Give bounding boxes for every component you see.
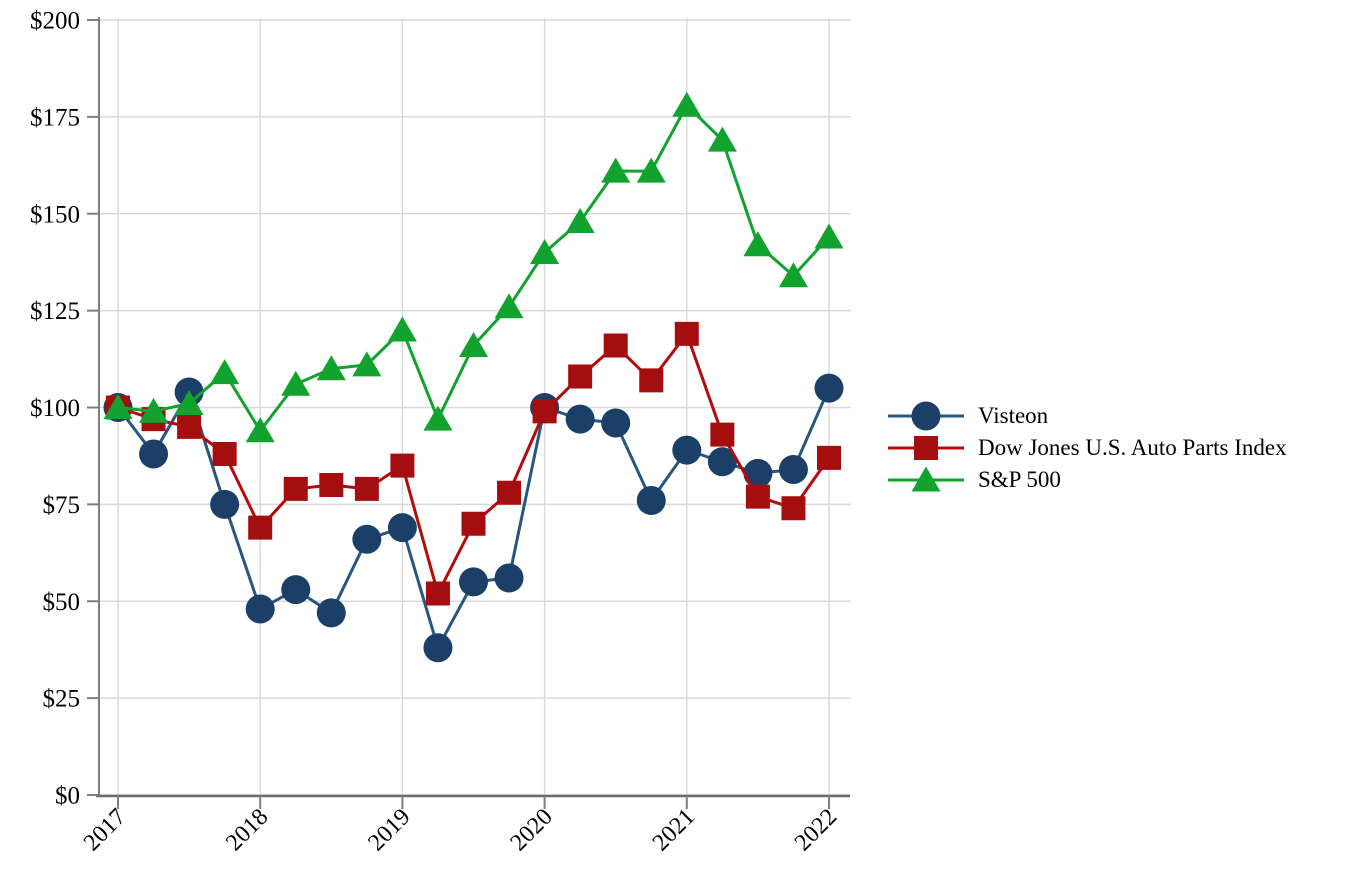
visteon-legend-marker-glyph [911,401,941,431]
visteon-data-point-marker [743,458,773,488]
visteon-data-point-marker [601,408,631,438]
visteon-data-point-marker [672,435,702,465]
visteon-data-point-marker [139,439,169,469]
dow-jones-u-s-auto-parts-index-data-point-marker [177,414,202,439]
dow-jones-u-s-auto-parts-index-data-point-marker [248,515,273,540]
x-axis-tick-label: 2018 [221,804,273,856]
s-p-500-data-point-marker [316,355,346,381]
s-p-500-data-point-marker [530,239,560,264]
legend-label-visteon: Visteon [978,403,1049,428]
visteon-data-point-marker [778,455,808,484]
legend-item-sp500: S&P 500 [886,464,1287,496]
s-p-500-data-point-marker [103,394,133,419]
visteon-data-point-marker [352,524,382,554]
s-p-500-data-point-marker [601,157,631,183]
s-p-500-data-point-marker [174,390,204,416]
s-p-500-data-point-marker [778,262,808,288]
dow-jones-u-s-auto-parts-index-data-point-marker [425,581,450,606]
s-p-500-data-point-marker [672,91,702,117]
legend-label-sp500: S&P 500 [978,467,1061,492]
visteon-data-point-marker [245,594,275,624]
dow-jones-u-s-auto-parts-index-legend-marker-glyph [914,436,938,460]
visteon-data-point-marker [494,563,524,593]
legend-item-dow-jones-auto-parts: Dow Jones U.S. Auto Parts Index [886,432,1287,464]
legend-label-dow-jones-auto-parts: Dow Jones U.S. Auto Parts Index [978,435,1287,460]
series-s-p-500 [103,91,844,443]
visteon-data-point-marker [387,513,417,543]
dow-jones-u-s-auto-parts-index-data-point-marker [212,442,237,466]
visteon-data-point-marker [459,567,488,597]
s-p-500-data-point-marker [494,293,524,319]
legend-item-visteon: Visteon [886,400,1287,432]
visteon-data-point-marker [316,598,346,628]
dow-jones-u-s-auto-parts-index-data-point-marker [532,399,557,424]
dow-jones-u-s-auto-parts-index-data-point-marker [603,333,628,358]
visteon-data-point-marker [423,633,453,663]
y-axis-tick-label: $150 [30,201,80,228]
dow-jones-u-s-auto-parts-index-data-point-marker [639,368,664,393]
s-p-500-data-point-marker [352,351,382,377]
s-p-500-data-point-marker [423,405,453,431]
y-axis-tick-label: $100 [30,395,80,422]
s-p-500-data-point-marker [281,370,311,396]
dow-jones-u-s-auto-parts-index-data-point-marker [461,511,486,536]
x-axis-tick-label: 2017 [79,804,131,856]
s-p-500-data-point-marker [387,316,417,342]
dow-jones-u-s-auto-parts-index-data-point-marker [354,476,379,501]
visteon-data-point-marker [814,373,844,403]
dow-jones-u-s-auto-parts-index-data-point-marker [283,476,308,501]
dow-jones-u-s-auto-parts-index-data-point-marker [710,422,735,447]
y-axis-tick-label: $75 [43,492,81,519]
s-p-500-data-point-marker [743,231,773,257]
s-p-500-legend-marker-glyph [911,466,941,492]
y-axis-tick-label: $175 [30,104,80,131]
dow-jones-u-s-auto-parts-index-data-point-marker [497,480,522,505]
visteon-data-point-marker [281,575,311,605]
s-p-500-data-point-marker [139,397,169,423]
axes [96,17,850,798]
y-axis-tick-label: $125 [30,298,80,325]
dow-jones-u-s-auto-parts-index-data-point-marker [817,445,841,470]
series-visteon [103,373,844,663]
x-axis-tick-label: 2019 [363,804,415,856]
s-p-500-data-point-marker [565,208,595,233]
x-axis-tick-label: 2021 [648,804,700,856]
dow-jones-u-s-auto-parts-index-data-point-marker [674,321,699,346]
sp500-triangle-marker-icon [888,466,964,492]
s-p-500-data-point-marker [814,223,844,249]
gridlines [99,18,851,796]
y-axis-tick-label: $50 [43,589,81,616]
visteon-data-point-marker [707,447,737,477]
x-axis-tick-label: 2022 [790,804,842,856]
x-axis-tick-label: 2020 [506,804,558,856]
s-p-500-data-point-marker [245,417,275,443]
dow-jones-u-s-auto-parts-index-data-point-marker [568,364,593,389]
visteon-data-point-marker [565,404,595,434]
dow-jones-u-s-auto-parts-index-data-point-marker [390,453,415,478]
s-p-500-data-point-marker [210,359,240,385]
s-p-500-data-point-marker [636,157,666,183]
dow-jones-u-s-auto-parts-index-data-point-marker [319,473,344,497]
dow-jones-u-s-auto-parts-index-data-point-marker [745,484,770,509]
s-p-500-data-point-marker [707,126,737,152]
visteon-circle-marker-icon [888,401,964,431]
y-axis-tick-label: $25 [43,686,81,713]
y-axis-tick-label: $200 [30,8,80,35]
s-p-500-data-point-marker [459,332,488,357]
dow-jones-u-s-auto-parts-index-data-point-marker [781,496,806,521]
y-axis-tick-label: $0 [55,783,80,810]
visteon-data-point-marker [636,486,666,515]
auto-parts-square-marker-icon [888,436,964,460]
chart-legend: Visteon Dow Jones U.S. Auto Parts Index … [886,400,1287,496]
visteon-data-point-marker [210,489,240,519]
